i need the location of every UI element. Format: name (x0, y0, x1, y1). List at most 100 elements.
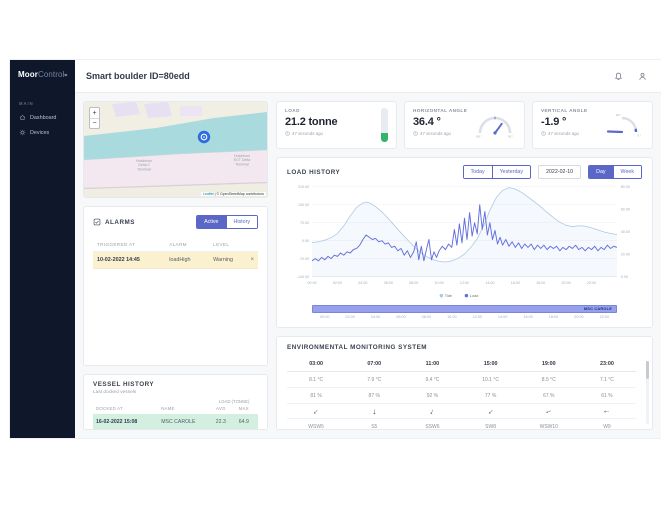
sidebar-item-label: Devices (30, 129, 50, 136)
env-humidity: 67 % (543, 392, 555, 399)
week-toggle-button[interactable]: Week (612, 166, 641, 178)
alarm-dismiss-button[interactable]: × (250, 257, 254, 263)
brush-tick: 02:00 (345, 315, 355, 320)
zoom-out-button[interactable]: − (90, 118, 99, 128)
right-axis-tick: 0.00 (621, 275, 628, 279)
right-axis-tick: 60.00 (621, 208, 630, 212)
col-triggered-at: TRIGGERED AT (97, 242, 136, 247)
load-history-chart: 210.00 140.00 70.00 0.00 -70.00 -140.00 80.00 6… (287, 182, 642, 304)
legend-load-dot (464, 293, 469, 298)
vertical-angle-updated: 47 seconds ago (548, 130, 580, 136)
user-profile-icon[interactable] (638, 72, 647, 81)
load-bar-gauge-fill (381, 133, 388, 142)
env-table-row: 8.1 °C 7.9 °C 9.4 °C 10.1 °C 8.5 °C 7.1 °C (287, 372, 636, 389)
vertical-angle-value: -1.9 ° (541, 115, 567, 128)
env-wind-speed: S5 (371, 423, 378, 430)
legend-tide-dot (439, 293, 444, 298)
x-axis-tick: 04:00 (358, 281, 367, 285)
left-axis-tick: 0.00 (302, 239, 309, 243)
env-table-row: ↓ ↓ ↓ ↓ ↓ ↓ (287, 404, 636, 420)
clock-icon (285, 130, 290, 136)
vessel-marker-icon[interactable] (197, 130, 211, 144)
menu-icon[interactable] (64, 71, 68, 79)
vessel-name: MSC CAROLE (161, 419, 196, 425)
env-temperature: 8.1 °C (309, 376, 324, 383)
env-time-header: 03:00 (309, 361, 323, 368)
load-kpi-card: LOAD 21.2 tonne 47 seconds ago (276, 101, 397, 149)
tide-area (312, 187, 617, 277)
sidebar-section-label: MAIN (19, 101, 34, 106)
wind-direction-icon: ↓ (602, 409, 612, 414)
gauge-max-label: 90 ° (508, 135, 514, 139)
load-bar-gauge (381, 108, 388, 142)
env-humidity: 77 % (484, 392, 497, 399)
wind-direction: ↓ (345, 404, 403, 418)
x-axis-tick: 00:00 (308, 281, 317, 285)
vertical-angle-kpi-card: VERTICAL ANGLE -1.9 ° 47 seconds ago (532, 101, 653, 149)
alarms-title: ALARMS (105, 218, 135, 226)
x-axis-tick: 06:00 (384, 281, 393, 285)
x-axis-tick: 22:00 (587, 281, 596, 285)
wind-direction: ↓ (520, 404, 578, 418)
left-axis-tick: 210.00 (298, 185, 309, 189)
date-picker[interactable]: 2022-02-10 (538, 165, 582, 179)
horizontal-gauge-needle (493, 122, 503, 135)
alarm-bell-icon (93, 218, 101, 226)
env-wind-speed: W9 (603, 423, 611, 430)
right-axis-tick: 80.00 (621, 185, 630, 189)
col-docked-at: DOCKED AT (96, 406, 123, 411)
brush-tick: 08:00 (421, 315, 432, 320)
env-time-header: 23:00 (600, 361, 614, 368)
col-avg: AVG (216, 406, 226, 411)
vessel-max-load: 64.9 (238, 419, 249, 425)
env-humidity: 87 % (368, 392, 380, 399)
vertical-angle-gauge: 90 ° 0 ° (606, 113, 642, 138)
alarms-tabs: Active History (196, 215, 258, 229)
yesterday-button[interactable]: Yesterday (491, 166, 531, 178)
page-title: Smart boulder ID=80edd (86, 71, 190, 81)
horizontal-angle-kpi-card: HORIZONTAL ANGLE 36.4 ° 47 seconds ago (404, 101, 525, 149)
env-wind-speed: WSW5 (308, 423, 324, 430)
left-axis-tick: -140.00 (297, 275, 309, 279)
brush-tick: 12:00 (472, 315, 482, 320)
brush-tick: 16:00 (523, 315, 533, 320)
env-scrollbar-thumb[interactable] (646, 361, 649, 380)
location-map[interactable]: Hutchison Delta 2 Terminal Hutchison ECT Del… (83, 101, 268, 198)
notifications-bell-icon[interactable] (614, 72, 623, 81)
vessel-row[interactable]: 16-02-2022 15:08 MSC CAROLE 22.3 64.9 (93, 413, 258, 429)
env-temperature: 7.1 °C (599, 376, 614, 383)
alarm-triggered-at: 10-02-2022 14:45 (97, 257, 140, 263)
today-button[interactable]: Today (463, 166, 492, 178)
clock-icon (541, 130, 546, 136)
x-axis-tick: 02:00 (333, 281, 342, 285)
brush-tick: 20:00 (574, 315, 584, 320)
env-table-row: 03:00 07:00 11:00 15:00 19:00 23:00 (287, 357, 636, 373)
col-name: NAME (161, 406, 175, 411)
x-axis-tick: 10:00 (435, 281, 444, 285)
load-history-panel: LOAD HISTORY Today Yesterday 2022-02-10 … (276, 157, 653, 329)
gear-icon (19, 129, 26, 136)
chart-brush-range[interactable]: MSC CAROLE (312, 304, 617, 313)
tab-active[interactable]: Active (197, 216, 226, 228)
vessel-row[interactable]: 16-02-2022 09:04 SMIT WAALHAVEN 1 (93, 430, 258, 431)
day-toggle-button[interactable]: Day (589, 166, 613, 178)
col-max: MAX (238, 406, 249, 411)
env-table-scrollbar[interactable] (646, 361, 649, 424)
sidebar-item-devices[interactable]: Devices (10, 125, 75, 140)
x-axis-tick: 12:00 (460, 281, 469, 285)
env-temperature: 10.1 °C (482, 376, 499, 383)
env-temperature: 8.5 °C (541, 376, 556, 383)
map-attribution[interactable]: Leaflet | © OpenStreetMap contributors (201, 192, 266, 196)
zoom-in-button[interactable]: + (92, 109, 97, 117)
wind-direction: ↓ (403, 404, 461, 418)
wind-direction-icon: ↓ (372, 406, 377, 416)
load-line (311, 204, 618, 262)
home-icon (19, 114, 26, 120)
env-humidity: 61 % (601, 392, 613, 399)
clock-icon (413, 130, 418, 136)
brush-tick: 22:00 (599, 315, 610, 320)
tab-history[interactable]: History (225, 216, 257, 228)
top-header: Smart boulder ID=80edd (75, 60, 661, 93)
wind-direction-icon: ↓ (428, 406, 436, 416)
sidebar-item-dashboard[interactable]: Dashboard (10, 110, 75, 125)
